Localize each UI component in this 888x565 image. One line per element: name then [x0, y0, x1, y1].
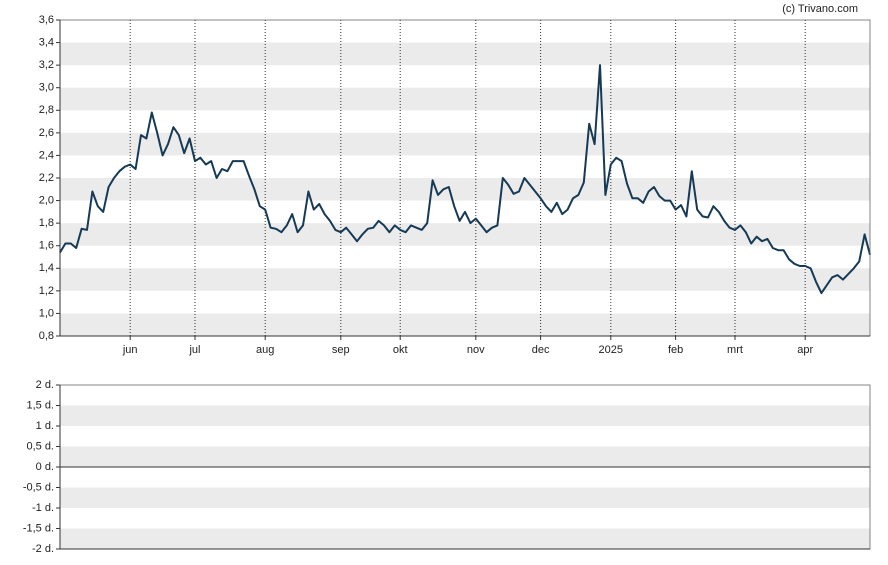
grid-band — [60, 268, 870, 291]
y-tick-label: 1,0 — [39, 307, 54, 319]
y-tick-label: -0,5 d. — [23, 481, 54, 493]
y-tick-label: 3,2 — [39, 59, 54, 71]
x-tick-label: nov — [467, 344, 485, 356]
grid-band — [60, 87, 870, 111]
x-tick-label: sep — [332, 344, 350, 356]
x-tick-label: okt — [393, 344, 408, 356]
y-tick-label: 2,8 — [39, 104, 54, 116]
y-tick-label: 2,4 — [39, 149, 54, 161]
grid-band — [60, 223, 870, 246]
y-tick-label: -2 d. — [32, 543, 54, 555]
y-tick-label: 1,6 — [39, 240, 54, 252]
y-tick-label: 0,5 d. — [26, 440, 54, 452]
x-tick-label: aug — [256, 344, 274, 356]
y-tick-label: 2,6 — [39, 127, 54, 139]
grid-band — [60, 313, 870, 336]
y-tick-label: 0 d. — [36, 461, 54, 473]
y-tick-label: 1,8 — [39, 217, 54, 229]
y-tick-label: 1,4 — [39, 262, 54, 274]
credit: (c) Trivano.com — [782, 3, 858, 15]
x-tick-label: apr — [797, 344, 813, 356]
grid-band — [60, 132, 870, 156]
y-tick-label: 3,0 — [39, 82, 54, 94]
x-tick-label: feb — [668, 344, 683, 356]
x-tick-label: mrt — [727, 344, 743, 356]
y-tick-label: 2 d. — [36, 379, 54, 391]
y-tick-label: 1,2 — [39, 285, 54, 297]
y-tick-label: 2,0 — [39, 194, 54, 206]
grid-band — [60, 405, 870, 426]
y-tick-label: 2,2 — [39, 172, 54, 184]
grid-band — [60, 487, 870, 508]
x-tick-label: jul — [188, 344, 200, 356]
y-tick-label: 1 d. — [36, 420, 54, 432]
x-tick-label: 2025 — [599, 344, 623, 356]
x-tick-label: jun — [122, 344, 138, 356]
price-line — [59, 64, 871, 295]
y-tick-label: -1 d. — [32, 502, 54, 514]
grid-band — [60, 42, 870, 66]
y-tick-label: 3,6 — [39, 14, 54, 26]
x-tick-label: dec — [532, 344, 550, 356]
y-tick-label: 0,8 — [39, 330, 54, 342]
grid-band — [60, 446, 870, 467]
y-tick-label: 1,5 d. — [26, 399, 54, 411]
grid-band — [60, 178, 870, 201]
grid-band — [60, 528, 870, 549]
y-tick-label: 3,4 — [39, 36, 54, 48]
y-tick-label: -1,5 d. — [23, 522, 54, 534]
